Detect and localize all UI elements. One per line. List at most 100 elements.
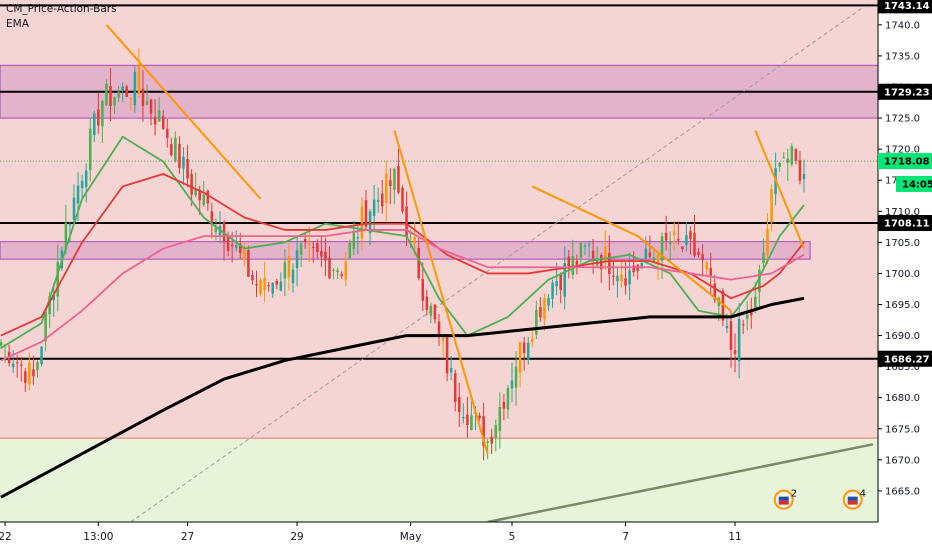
candle-body [324,251,327,261]
candle-body [267,285,270,287]
candle-body [579,242,583,258]
candle-body [121,86,124,91]
candle-body [372,199,376,216]
candle-body [68,224,72,226]
candle-body [514,366,518,388]
price-tag-label: 1708.11 [884,219,930,230]
candle-body [125,86,128,97]
candles [0,48,806,461]
candle-body [380,193,384,207]
candle-body [713,283,717,300]
candle-body [44,311,47,342]
price-tag: 14:05 [896,175,932,192]
candle-body [555,281,558,287]
candle-body [239,243,242,253]
candle-body [226,235,230,251]
candle-body [186,158,189,179]
candle-body [413,237,416,244]
candle-body [36,362,39,371]
candle-body [640,262,644,269]
candle-body [376,199,380,202]
candle-body [701,254,704,261]
candle-body [733,350,737,354]
candle-body [506,387,510,410]
candle-body [202,194,206,205]
candle-body [798,160,802,181]
candle-body [340,274,343,277]
candle-body [458,397,461,413]
candle-body [76,185,80,204]
candle-body [766,228,769,255]
candle-body [15,362,19,364]
candle-body [535,309,538,335]
candle-body [421,279,425,301]
candle-body [405,206,408,238]
candle-body [672,231,676,236]
candle-body [64,222,68,250]
candle-body [750,310,753,316]
candle-body [656,254,660,264]
candle-body [316,243,319,253]
candle-body [303,239,307,242]
legend: CM_Price-Action-Bars EMA [6,2,117,32]
candle-body [101,101,104,127]
trendline-0 [105,24,262,200]
candle-body [583,245,587,247]
trendline-2 [531,185,639,238]
event-marker-2: 2 [773,489,797,510]
candle-body [166,128,169,138]
candle-body [664,232,668,241]
candle-body [263,277,266,291]
candle-body [510,380,514,389]
candle-body [794,149,798,161]
candle-body [295,250,299,269]
candle-body [271,282,274,294]
candle-body [178,143,181,168]
candle-body [498,406,502,432]
x-tick-label: 11 [728,531,741,543]
candle-body [210,211,214,225]
trendline-5 [487,443,874,524]
candle-body [449,368,453,373]
candle-body [275,281,279,285]
candle-body [88,128,92,171]
candle-body [652,257,656,263]
candle-body [729,321,733,350]
candle-body [648,252,652,258]
candle-body [754,296,757,311]
dashed-trendline-0 [130,5,866,523]
candle-body [283,262,287,279]
candle-body [72,197,76,220]
candle-body [547,298,550,306]
legend-indicator-ema: EMA [6,18,29,30]
candle-body [608,252,611,274]
candle-body [644,248,648,259]
candle-body [681,246,684,249]
price-tag: 1708.11 [878,215,932,232]
candle-body [157,110,161,122]
candle-body [563,262,566,297]
candle-body [587,244,591,246]
candle-body [762,252,765,264]
candle-body [307,244,311,246]
y-tick-label: 1675.0 [885,424,920,435]
candle-body [551,282,554,299]
candle-body [441,338,445,341]
candle-body [251,274,254,281]
y-tick-label: 1695.0 [885,300,920,311]
candle-body [206,190,210,204]
candle-body [397,166,400,193]
candle-body [567,256,571,269]
candle-body [161,116,165,129]
candle-body [417,247,420,279]
price-tag-box [896,175,932,192]
candle-body [429,305,433,316]
candle-body [234,245,238,249]
background-band-1 [0,438,878,522]
candle-body [243,250,246,260]
candle-body [591,250,595,259]
candle-body [709,267,712,277]
candle-body [518,342,522,373]
candle-body [786,158,790,163]
